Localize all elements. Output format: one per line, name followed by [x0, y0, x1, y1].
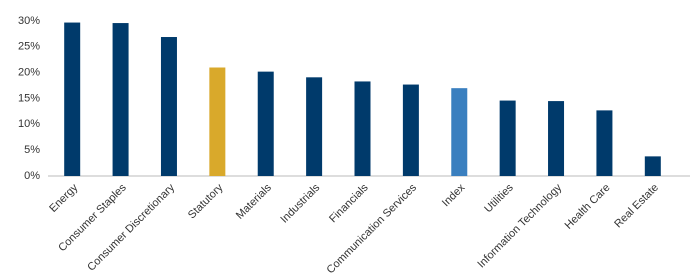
- x-tick-label: Health Care: [563, 182, 613, 232]
- y-tick-label: 20%: [18, 67, 40, 79]
- bar: [402, 84, 419, 176]
- x-tick-label: Statutory: [186, 181, 226, 221]
- y-tick-label: 5%: [24, 144, 40, 156]
- bar: [64, 22, 81, 176]
- bar: [548, 101, 565, 176]
- y-tick-label: 10%: [18, 118, 40, 130]
- bar: [354, 81, 371, 176]
- x-tick-label: Energy: [47, 181, 80, 214]
- x-tick-label: Financials: [327, 181, 371, 225]
- bar: [257, 71, 274, 176]
- bar: [499, 100, 516, 176]
- x-tick-label: Utilities: [482, 181, 516, 215]
- y-tick-label: 25%: [18, 41, 40, 53]
- bar: [112, 23, 129, 176]
- x-tick-label: Communication Services: [325, 181, 420, 275]
- bar: [160, 37, 177, 177]
- bar: [644, 156, 661, 176]
- y-tick-label: 15%: [18, 92, 40, 104]
- x-tick-label: Materials: [234, 181, 274, 221]
- x-tick-label: Index: [440, 181, 468, 209]
- y-tick-label: 0%: [24, 170, 40, 182]
- bar: [209, 67, 226, 176]
- x-tick-label: Consumer Discretionary: [85, 181, 177, 273]
- bar: [306, 77, 323, 176]
- x-tick-label: Information Technology: [475, 181, 564, 270]
- bar: [451, 88, 468, 176]
- x-tick-label: Real Estate: [612, 182, 661, 231]
- y-tick-label: 30%: [18, 15, 40, 27]
- bar: [596, 110, 613, 176]
- x-tick-label: Industrials: [278, 181, 322, 225]
